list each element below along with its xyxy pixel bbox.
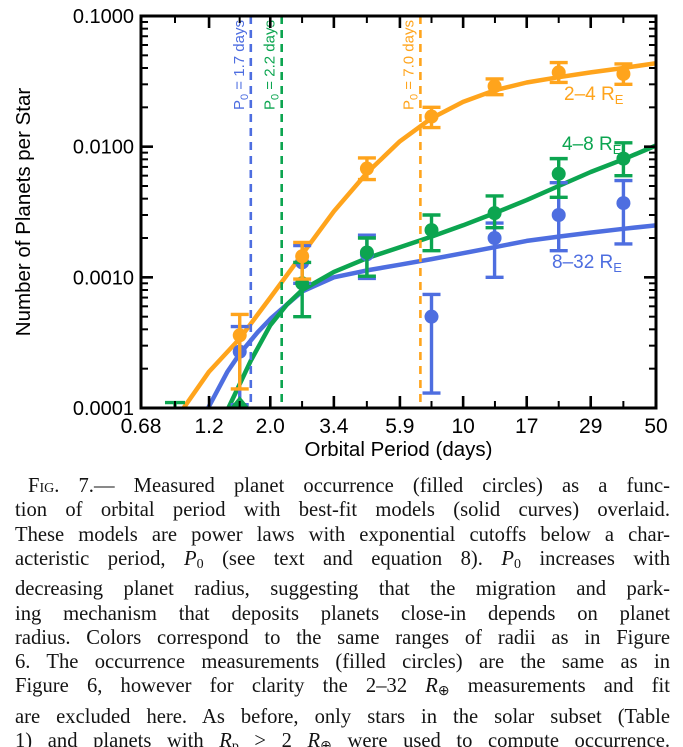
caption-line: radius. Colors correspond to the same ra…: [15, 626, 670, 650]
caption-text: R: [219, 730, 232, 747]
x-tick-label: 17: [515, 415, 538, 438]
cutoff-label-2-2: P0 = 2.2 days: [262, 20, 282, 110]
data-point: [359, 161, 374, 176]
data-point: [424, 109, 439, 124]
series-label-8-32-re: 8–32 RE: [552, 252, 622, 275]
series-2-4-re: 2–4 RE: [230, 60, 633, 391]
plot-frame: [139, 14, 658, 410]
caption-subscript: 0: [513, 556, 521, 572]
x-tick-label: 50: [644, 415, 667, 438]
x-tick-label: 2.0: [256, 415, 285, 438]
x-tick-label: 29: [579, 415, 602, 438]
caption-text: ing mechanism that deposits planets clos…: [15, 602, 670, 625]
caption-text: acteristic period,: [15, 547, 185, 570]
cutoff-label-7: P0 = 7.0 days: [400, 20, 420, 110]
series-label-2-4-re: 2–4 RE: [564, 84, 624, 107]
caption-line: 6. The occurrence measurements (filled c…: [15, 650, 670, 674]
series-label-4-8-re: 4–8 RE: [562, 134, 622, 157]
caption-subscript: 0: [196, 556, 204, 572]
caption-text: These models are power laws with exponen…: [15, 523, 670, 546]
y-axis-title: Number of Planets per Star: [12, 88, 35, 337]
caption-text: increases with: [520, 547, 670, 570]
caption-text: R: [425, 675, 438, 698]
caption-text: measurements and fit: [449, 675, 670, 698]
caption-subscript: ⊕: [320, 739, 332, 747]
data-point: [359, 245, 374, 260]
x-tick-label: 0.68: [121, 415, 162, 438]
caption-line: are excluded here. As before, only stars…: [15, 705, 670, 729]
caption-line: 1) and planets with Rp > 2 R⊕ were used …: [15, 729, 670, 747]
x-tick-label: 10: [451, 415, 474, 438]
y-tick-label: 0.1000: [73, 6, 134, 28]
caption-line: acteristic period, P0 (see text and equa…: [15, 547, 670, 577]
data-point: [487, 230, 502, 245]
x-tick-label: 5.9: [385, 415, 414, 438]
caption-text: 1) and planets with: [15, 730, 220, 747]
data-point: [232, 328, 247, 343]
caption-text: 7.— Measured planet occurrence (filled c…: [59, 475, 670, 497]
data-point: [551, 207, 566, 222]
cutoff-lines: P0 = 1.7 days P0 = 2.2 days P0 = 7.0 days: [231, 16, 422, 408]
caption-line: tion of orbital period with best-fit mod…: [15, 498, 670, 522]
data-point: [551, 166, 566, 181]
caption-subscript: ⊕: [437, 684, 450, 700]
caption-line: decreasing planet radius, suggesting tha…: [15, 577, 670, 601]
occurrence-plot: P0 = 1.7 days P0 = 2.2 days P0 = 7.0 days 8…: [12, 6, 668, 461]
caption-text: tion of orbital period with best-fit mod…: [15, 499, 670, 522]
caption-line: Figure 6, however for clarity the 2–32 R…: [15, 674, 670, 704]
cutoff-label-1-7: P0 = 1.7 days: [231, 20, 251, 110]
caption-subscript: p: [231, 739, 239, 747]
data-point: [487, 206, 502, 221]
data-point: [424, 223, 439, 238]
axes: 0.68 1.2 2.0 3.4 5.9 10 17 29 50 Orbital Period (…: [12, 6, 668, 461]
data-point: [616, 151, 631, 166]
fit-curve-8-32-re: [205, 223, 656, 408]
y-axis: 0.1000 0.0100 0.0010 0.0001 Number of Planet…: [12, 6, 656, 420]
caption-text: Fig.: [28, 475, 60, 497]
data-point: [295, 249, 310, 264]
caption-text: decreasing planet radius, suggesting tha…: [15, 578, 670, 601]
model-curves: [181, 60, 656, 408]
x-tick-label: 3.4: [319, 415, 349, 438]
caption-text: R: [307, 730, 321, 747]
figure-caption: Fig. 7.— Measured planet occurrence (fil…: [15, 474, 670, 747]
y-tick-label: 0.0010: [73, 267, 134, 289]
caption-text: 6. The occurrence measurements (filled c…: [15, 651, 670, 674]
x-axis-title: Orbital Period (days): [305, 438, 493, 461]
data-point: [424, 309, 439, 324]
x-axis: 0.68 1.2 2.0 3.4 5.9 10 17 29 50 Orbital Period (…: [121, 16, 668, 461]
data-point: [616, 66, 631, 81]
x-tick-label: 1.2: [194, 415, 223, 438]
caption-text: P: [501, 547, 514, 570]
caption-line: These models are power laws with exponen…: [15, 523, 670, 547]
y-tick-label: 0.0001: [73, 398, 134, 420]
data-point: [616, 196, 631, 211]
y-tick-label: 0.0100: [73, 137, 134, 159]
caption-text: Figure 6, however for clarity the 2–32: [15, 675, 426, 698]
caption-text: > 2: [238, 730, 308, 747]
caption-text: P: [184, 547, 197, 570]
data-point: [551, 65, 566, 80]
caption-line: Fig. 7.— Measured planet occurrence (fil…: [15, 474, 670, 498]
fit-curve-2-4-re: [181, 60, 656, 408]
caption-text: (see text and equation 8).: [203, 547, 502, 570]
data-point: [487, 79, 502, 94]
caption-line: ing mechanism that deposits planets clos…: [15, 602, 670, 626]
caption-text: are excluded here. As before, only stars…: [15, 705, 670, 728]
caption-text: radius. Colors correspond to the same ra…: [15, 626, 670, 649]
fit-curve-4-8-re: [226, 143, 656, 408]
caption-text: were used to compute occurrence.: [331, 730, 671, 747]
